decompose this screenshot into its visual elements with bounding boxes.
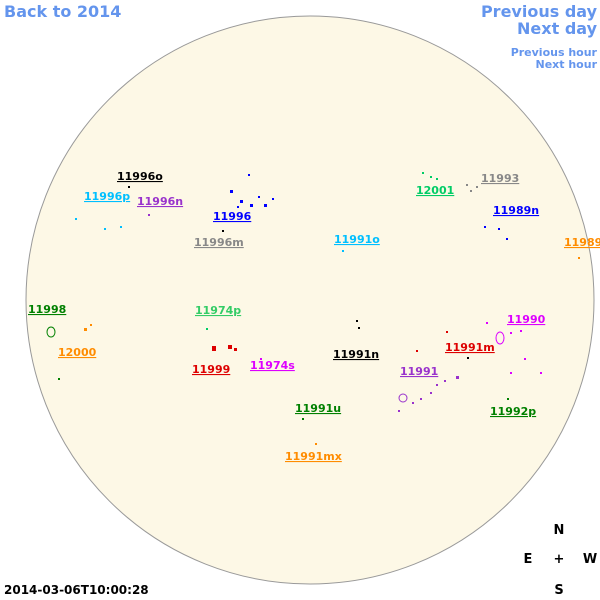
compass-south: S bbox=[554, 583, 563, 598]
previous-day-link[interactable]: Previous day bbox=[481, 2, 598, 21]
timestamp: 2014-03-06T10:00:28 bbox=[4, 583, 149, 597]
region-label[interactable]: 11991 bbox=[400, 365, 438, 378]
region-label[interactable]: 11991m bbox=[445, 341, 495, 354]
region-label[interactable]: 11996m bbox=[194, 236, 244, 249]
region-label[interactable]: 11990 bbox=[507, 313, 546, 326]
region-label[interactable]: 11974s bbox=[250, 359, 295, 372]
region-label[interactable]: 11999 bbox=[192, 363, 230, 376]
region-label[interactable]: 11996 bbox=[213, 210, 252, 223]
region-label[interactable]: 11989n bbox=[493, 204, 539, 217]
sunspots bbox=[46, 172, 580, 445]
region-label[interactable]: 11996p bbox=[84, 190, 130, 203]
next-day-link[interactable]: Next day bbox=[517, 19, 598, 38]
region-label[interactable]: 11993 bbox=[481, 172, 519, 185]
region-label[interactable]: 11974p bbox=[195, 304, 241, 317]
region-label[interactable]: 11991o bbox=[334, 233, 380, 246]
back-link[interactable]: Back to 2014 bbox=[4, 2, 121, 21]
region-label[interactable]: 12000 bbox=[58, 346, 97, 359]
region-label[interactable]: 12001 bbox=[416, 184, 454, 197]
compass-west: W bbox=[583, 552, 597, 567]
next-hour-link[interactable]: Next hour bbox=[536, 58, 598, 71]
region-label[interactable]: 11989 bbox=[564, 236, 600, 249]
region-label[interactable]: 11996o bbox=[117, 170, 163, 183]
region-label[interactable]: 11991mx bbox=[285, 450, 342, 463]
region-label[interactable]: 11992p bbox=[490, 405, 536, 418]
region-label[interactable]: 11998 bbox=[28, 303, 66, 316]
region-label[interactable]: 11996n bbox=[137, 195, 183, 208]
previous-hour-link[interactable]: Previous hour bbox=[511, 46, 598, 59]
region-label[interactable]: 11991u bbox=[295, 402, 341, 415]
compass-center: + bbox=[554, 552, 565, 567]
region-label[interactable]: 11991n bbox=[333, 348, 379, 361]
compass-east: E bbox=[524, 552, 533, 567]
solar-disk bbox=[25, 15, 595, 585]
compass-north: N bbox=[554, 523, 565, 538]
